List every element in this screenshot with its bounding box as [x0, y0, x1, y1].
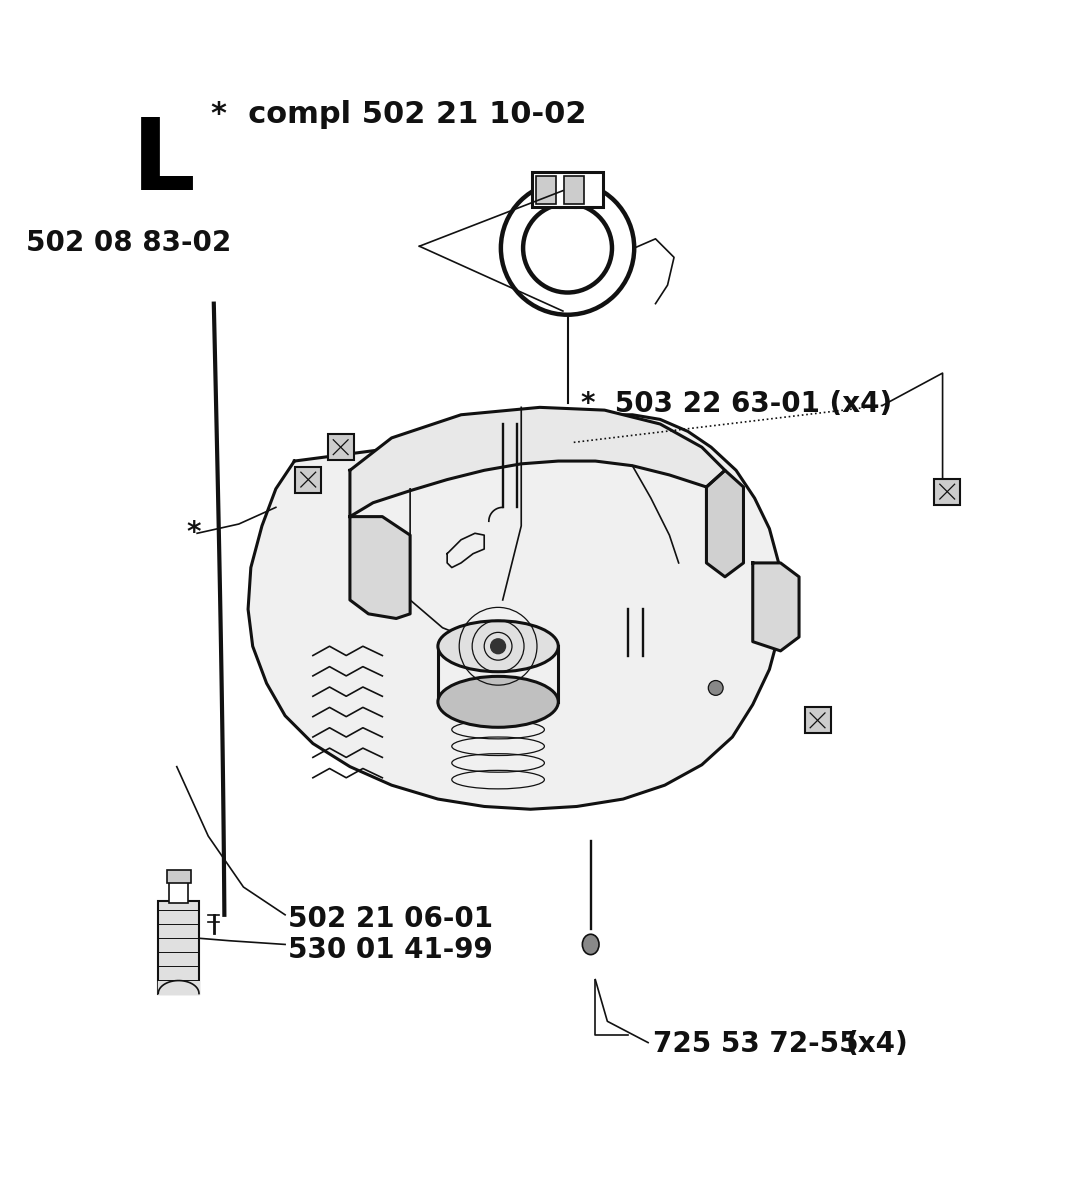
Polygon shape [752, 562, 799, 651]
Text: (x4): (x4) [845, 1030, 908, 1059]
Circle shape [708, 681, 723, 695]
FancyBboxPatch shape [804, 707, 831, 734]
Text: 502 08 83-02: 502 08 83-02 [26, 229, 231, 258]
Polygon shape [248, 415, 780, 809]
Text: *  503 22 63-01 (x4): * 503 22 63-01 (x4) [582, 390, 892, 417]
Polygon shape [350, 408, 725, 517]
Polygon shape [706, 470, 744, 577]
Text: 502 21 06-01: 502 21 06-01 [288, 905, 492, 934]
Polygon shape [350, 517, 411, 619]
Bar [170, 882, 188, 903]
Text: *  compl 502 21 10-02: * compl 502 21 10-02 [211, 100, 587, 129]
Text: L: L [132, 114, 196, 211]
Ellipse shape [583, 934, 599, 954]
Bar [167, 870, 190, 884]
FancyBboxPatch shape [934, 478, 960, 505]
Ellipse shape [438, 621, 558, 671]
Text: 725 53 72-55: 725 53 72-55 [653, 1030, 858, 1059]
Bar [563, 176, 584, 204]
Circle shape [490, 639, 505, 653]
FancyBboxPatch shape [328, 434, 354, 460]
Bar [532, 173, 603, 207]
Text: 530 01 41-99: 530 01 41-99 [288, 936, 492, 964]
Ellipse shape [438, 676, 558, 728]
Bar [158, 900, 199, 994]
Text: *: * [186, 519, 201, 547]
FancyBboxPatch shape [296, 466, 321, 493]
Bar [536, 176, 557, 204]
Circle shape [501, 181, 634, 315]
